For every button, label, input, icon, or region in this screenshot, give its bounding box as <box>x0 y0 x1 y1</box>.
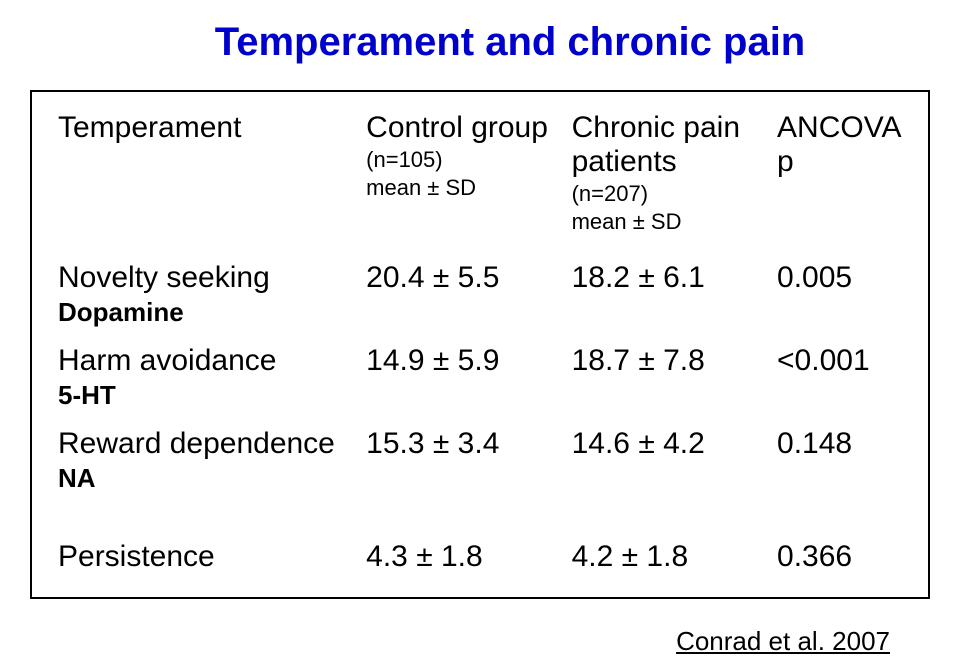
row-sub-label: 5-HT <box>58 380 354 411</box>
header-ancova: ANCOVA p <box>771 107 908 253</box>
row-p-value: <0.001 <box>771 336 908 419</box>
data-table-container: Temperament Control group (n=105) mean ±… <box>30 90 930 599</box>
row-label: Persistence <box>52 532 360 582</box>
row-patients-value: 18.7 ± 7.8 <box>566 336 771 419</box>
row-main-label: Harm avoidance <box>58 344 276 377</box>
row-p-value: 0.148 <box>771 419 908 502</box>
row-sub-label: Dopamine <box>58 297 354 328</box>
table-gap-row <box>52 502 908 532</box>
page-title: Temperament and chronic pain <box>90 20 930 65</box>
row-patients-value: 4.2 ± 1.8 <box>566 532 771 582</box>
header-control-n: (n=105) <box>366 147 559 173</box>
row-label: Reward dependence NA <box>52 419 360 502</box>
header-patients-n: (n=207) <box>572 181 765 207</box>
row-patients-value: 18.2 ± 6.1 <box>566 253 771 336</box>
row-main-label: Novelty seeking <box>58 261 270 294</box>
header-ancova-main: ANCOVA <box>777 111 901 144</box>
citation-text: Conrad et al. 2007 <box>676 626 890 657</box>
row-patients-value: 14.6 ± 4.2 <box>566 419 771 502</box>
table-row: Harm avoidance 5-HT 14.9 ± 5.9 18.7 ± 7.… <box>52 336 908 419</box>
row-control-value: 4.3 ± 1.8 <box>360 532 565 582</box>
row-main-label: Reward dependence <box>58 427 335 460</box>
row-p-value: 0.366 <box>771 532 908 582</box>
row-control-value: 20.4 ± 5.5 <box>360 253 565 336</box>
header-control-meansd: mean ± SD <box>366 175 559 201</box>
header-control-group: Control group (n=105) mean ± SD <box>360 107 565 253</box>
row-control-value: 15.3 ± 3.4 <box>360 419 565 502</box>
row-sub-label: NA <box>58 463 354 494</box>
row-label: Harm avoidance 5-HT <box>52 336 360 419</box>
header-temperament: Temperament <box>52 107 360 253</box>
header-ancova-p: p <box>777 145 902 179</box>
data-table: Temperament Control group (n=105) mean ±… <box>52 107 908 582</box>
header-patients-main2: patients <box>572 145 765 179</box>
header-chronic-pain: Chronic pain patients (n=207) mean ± SD <box>566 107 771 253</box>
table-row: Novelty seeking Dopamine 20.4 ± 5.5 18.2… <box>52 253 908 336</box>
header-patients-meansd: mean ± SD <box>572 209 765 235</box>
header-control-main: Control group <box>366 111 548 144</box>
row-label: Novelty seeking Dopamine <box>52 253 360 336</box>
table-row: Reward dependence NA 15.3 ± 3.4 14.6 ± 4… <box>52 419 908 502</box>
table-row: Persistence 4.3 ± 1.8 4.2 ± 1.8 0.366 <box>52 532 908 582</box>
row-p-value: 0.005 <box>771 253 908 336</box>
row-control-value: 14.9 ± 5.9 <box>360 336 565 419</box>
table-header-row: Temperament Control group (n=105) mean ±… <box>52 107 908 253</box>
header-patients-main: Chronic pain <box>572 111 740 144</box>
